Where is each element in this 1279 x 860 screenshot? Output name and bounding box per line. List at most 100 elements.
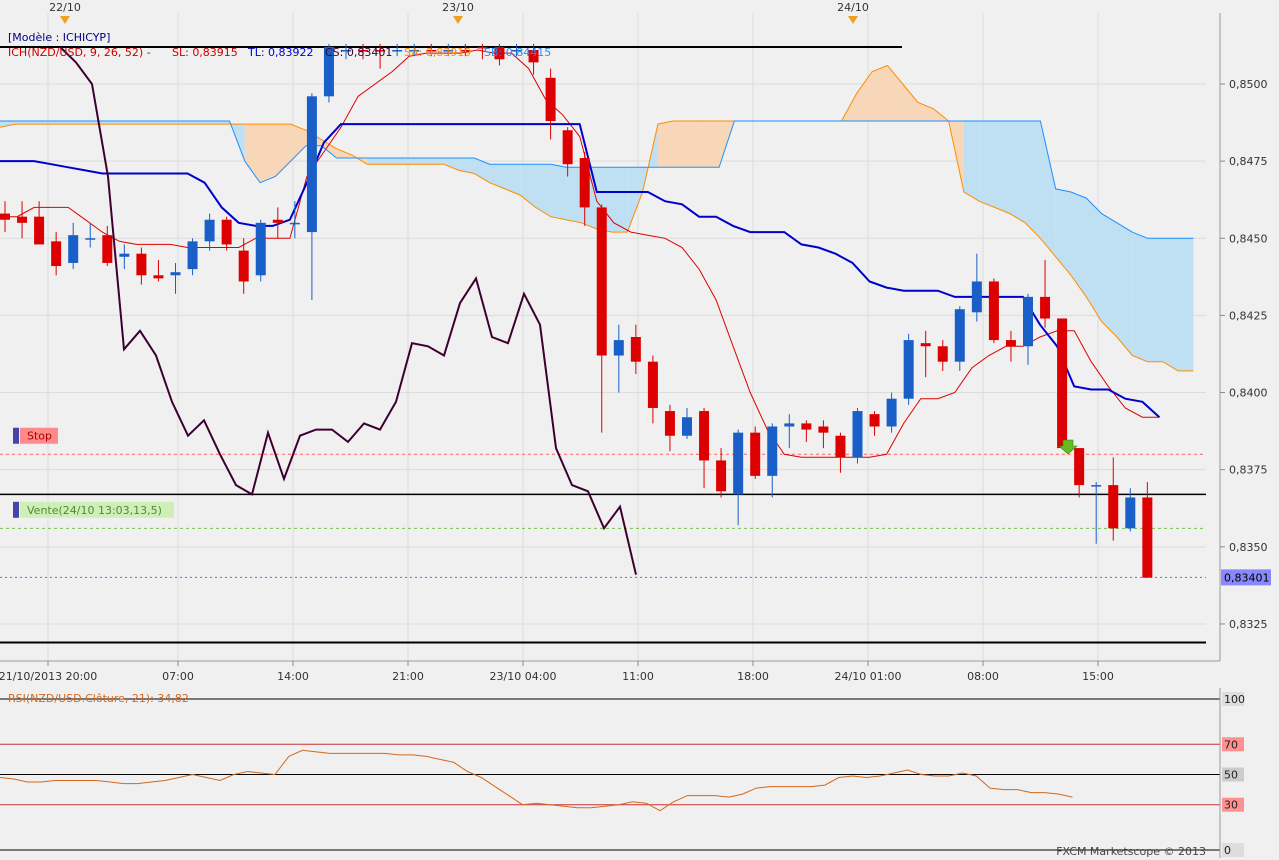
- cloud-segment: [474, 158, 490, 183]
- candle-body: [409, 50, 420, 52]
- candle-body: [460, 50, 471, 52]
- cloud-segment: [15, 121, 31, 125]
- time-tick-label: 23/10 04:00: [490, 670, 557, 683]
- cloud-segment: [1101, 213, 1117, 337]
- rsi-axis: 100 70 50 30 0: [1222, 692, 1245, 857]
- candle-body: [1091, 485, 1102, 487]
- cloud-segment: [872, 65, 888, 121]
- candle-body: [784, 423, 795, 427]
- candle-body: [1074, 448, 1085, 486]
- cloud-segment: [963, 121, 980, 202]
- candle-body: [716, 460, 727, 492]
- candle-body: [1023, 296, 1033, 347]
- copyright-text: FXCM Marketscope © 2013: [1056, 845, 1206, 858]
- candle-body: [341, 50, 351, 52]
- candle-body: [34, 216, 45, 245]
- ichimoku-cloud: [0, 65, 1194, 371]
- legend-model: [Modèle : ICHICYP]: [8, 31, 110, 44]
- candle-body: [1108, 485, 1119, 529]
- candle-body: [170, 272, 181, 276]
- time-tick-label: 18:00: [737, 670, 769, 683]
- candle-body: [153, 275, 164, 279]
- stop-label: Stop: [27, 430, 52, 443]
- candle-body: [733, 432, 744, 495]
- candle-body: [1057, 318, 1068, 449]
- price-tick-label: 0,8325: [1229, 618, 1268, 631]
- cloud-segment: [214, 121, 230, 125]
- candle-body: [801, 423, 812, 430]
- time-tick-label: 24/10 01:00: [835, 670, 902, 683]
- price-tick-label: 0,8475: [1229, 155, 1268, 168]
- cloud-segment: [627, 167, 643, 233]
- time-tick-label: 21:00: [392, 670, 424, 683]
- candle-body: [102, 235, 113, 263]
- candle-body: [426, 50, 437, 52]
- current-price-label: 0,83401: [1224, 571, 1270, 584]
- cloud-segment: [122, 121, 138, 125]
- price-tick-label: 0,8350: [1229, 541, 1268, 554]
- time-tick-label: 08:00: [967, 670, 999, 683]
- cloud-segment: [994, 121, 1010, 214]
- candle-body: [835, 435, 846, 458]
- date-marker-icon: [848, 16, 858, 24]
- candle-body: [221, 219, 232, 245]
- cloud-segment: [1071, 191, 1087, 297]
- rsi-level-label: 50: [1224, 769, 1238, 782]
- candle-body: [988, 281, 999, 341]
- sell-arrow-icon: [1058, 439, 1078, 455]
- candle-body: [1142, 497, 1153, 578]
- order-labels: Stop Vente(24/10 13:03,13,5): [13, 427, 174, 518]
- cloud-segment: [290, 124, 306, 162]
- candle-body: [68, 235, 79, 263]
- candle-body: [238, 250, 249, 282]
- time-tick-label: 07:00: [162, 670, 194, 683]
- cloud-segment: [397, 158, 414, 165]
- candle-body: [647, 361, 658, 408]
- cloud-segment: [61, 121, 77, 125]
- rsi-level-label: 70: [1224, 738, 1238, 751]
- cloud-segment: [413, 158, 429, 165]
- candle-body: [664, 411, 675, 436]
- candle-body: [358, 50, 369, 52]
- time-axis: 21/10/2013 20:00 07:00 14:00 21:00 23/10 04:…: [0, 661, 1114, 683]
- cloud-segment: [1162, 238, 1179, 371]
- cloud-segment: [612, 167, 628, 233]
- candle-body: [630, 337, 641, 362]
- cloud-segment: [1178, 238, 1194, 371]
- candlesticks: [0, 43, 1153, 578]
- ichimoku-lines: [0, 46, 1194, 575]
- price-tick-label: 0,8425: [1229, 309, 1268, 322]
- cloud-segment: [76, 121, 92, 125]
- senkou-b-line: [0, 120, 1194, 239]
- cloud-segment: [1116, 222, 1133, 356]
- cloud-segment: [198, 121, 215, 125]
- cloud-segment: [566, 167, 582, 223]
- candle-body: [596, 207, 607, 356]
- legend-item: SL: 0,83915: [172, 46, 238, 59]
- rsi-plot-area[interactable]: [0, 688, 1206, 858]
- candle-body: [750, 432, 761, 476]
- rsi-level-badge: [1222, 767, 1244, 782]
- date-markers: 22/10 23/10 24/10: [49, 1, 869, 24]
- cloud-segment: [107, 121, 123, 125]
- date-marker-icon: [453, 16, 463, 24]
- cloud-segment: [459, 158, 475, 174]
- rsi-level-badge: [1222, 737, 1244, 752]
- date-marker-icon: [60, 16, 70, 24]
- date-marker-label: 22/10: [49, 1, 81, 14]
- cloud-segment: [137, 121, 153, 125]
- rsi-level-label: 0: [1224, 844, 1231, 857]
- candle-body: [323, 46, 334, 97]
- price-tick-label: 0,8450: [1229, 232, 1268, 245]
- candle-body: [886, 398, 897, 427]
- candle-body: [699, 411, 710, 461]
- candle-body: [818, 426, 829, 433]
- legend-item: CS: 0,83401: [325, 46, 392, 59]
- cloud-segment: [504, 164, 521, 196]
- candle-body: [579, 158, 590, 208]
- candle-body: [767, 426, 778, 476]
- cloud-segment: [688, 121, 704, 168]
- candle-body: [494, 46, 505, 60]
- candle-body: [682, 417, 692, 436]
